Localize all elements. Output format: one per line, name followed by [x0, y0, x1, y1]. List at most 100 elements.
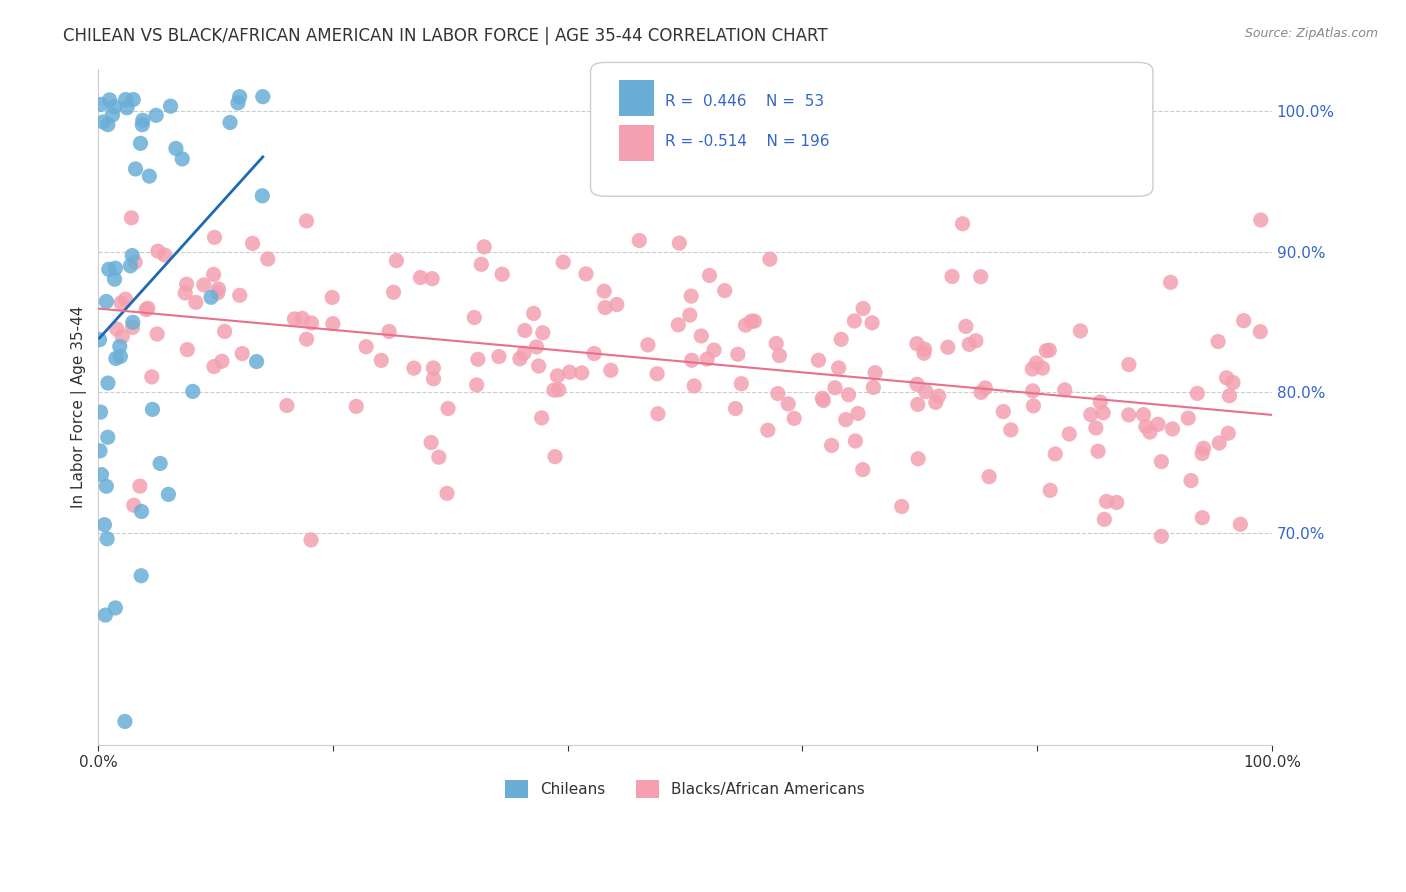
- Point: [571, 366, 593, 380]
- Point: [181, 384, 204, 399]
- Point: [207, 285, 229, 300]
- Point: [759, 252, 782, 267]
- Point: [553, 255, 575, 269]
- Point: [1177, 411, 1199, 425]
- Point: [1090, 395, 1112, 409]
- Point: [124, 255, 146, 269]
- Point: [813, 393, 835, 408]
- Point: [242, 236, 264, 251]
- Point: [136, 301, 159, 315]
- Point: [146, 244, 169, 259]
- Point: [344, 400, 367, 414]
- Point: [513, 346, 536, 360]
- Point: [907, 397, 929, 411]
- Point: [176, 277, 198, 292]
- Point: [104, 600, 127, 615]
- Point: [157, 487, 180, 501]
- Point: [465, 378, 488, 392]
- Point: [420, 271, 443, 285]
- Point: [1150, 529, 1173, 543]
- Point: [97, 430, 120, 444]
- Point: [219, 115, 242, 129]
- Point: [402, 361, 425, 376]
- Point: [299, 533, 322, 547]
- Point: [291, 311, 314, 326]
- Point: [645, 367, 668, 381]
- Point: [174, 285, 197, 300]
- Point: [165, 141, 187, 155]
- Point: [860, 316, 883, 330]
- Point: [110, 350, 132, 364]
- Point: [229, 288, 252, 302]
- Point: [488, 350, 510, 364]
- Point: [467, 352, 489, 367]
- Point: [1233, 314, 1256, 328]
- Point: [846, 407, 869, 421]
- Point: [783, 411, 806, 425]
- Point: [527, 359, 550, 373]
- Point: [907, 451, 929, 466]
- Point: [941, 269, 963, 284]
- Point: [1069, 324, 1091, 338]
- Point: [252, 89, 274, 103]
- Point: [593, 301, 616, 315]
- Point: [1218, 426, 1240, 441]
- Point: [1025, 356, 1047, 370]
- Point: [98, 93, 121, 107]
- Point: [666, 318, 689, 332]
- Point: [370, 353, 392, 368]
- Point: [472, 240, 495, 254]
- Point: [957, 337, 980, 351]
- Point: [1229, 517, 1251, 532]
- Point: [1092, 512, 1115, 526]
- Point: [914, 342, 936, 356]
- Point: [647, 407, 669, 421]
- Point: [131, 118, 153, 132]
- Point: [863, 366, 886, 380]
- Point: [713, 284, 735, 298]
- Point: [952, 217, 974, 231]
- Point: [830, 332, 852, 346]
- Point: [96, 294, 118, 309]
- Point: [89, 443, 111, 458]
- Point: [852, 462, 875, 476]
- Point: [245, 354, 267, 368]
- Point: [827, 360, 849, 375]
- Point: [129, 568, 152, 582]
- Point: [558, 365, 581, 379]
- Point: [509, 351, 531, 366]
- Point: [176, 343, 198, 357]
- Point: [835, 412, 858, 426]
- Point: [730, 376, 752, 391]
- Point: [202, 268, 225, 282]
- Point: [1191, 446, 1213, 460]
- Point: [1031, 361, 1053, 376]
- Point: [583, 346, 606, 360]
- Point: [546, 368, 568, 383]
- Point: [172, 152, 194, 166]
- Point: [1118, 358, 1140, 372]
- Point: [547, 383, 569, 397]
- Point: [1215, 371, 1237, 385]
- Point: [606, 297, 628, 311]
- Point: [153, 248, 176, 262]
- Point: [1021, 362, 1043, 376]
- Point: [354, 340, 377, 354]
- Point: [1180, 474, 1202, 488]
- Point: [120, 259, 142, 273]
- Point: [820, 438, 842, 452]
- Point: [105, 322, 128, 336]
- Point: [382, 285, 405, 300]
- Point: [862, 380, 884, 394]
- Point: [470, 257, 492, 271]
- Point: [427, 450, 450, 465]
- Point: [1045, 447, 1067, 461]
- Point: [844, 314, 866, 328]
- Point: [145, 108, 167, 122]
- Point: [1187, 386, 1209, 401]
- Point: [1095, 494, 1118, 508]
- Point: [768, 349, 790, 363]
- Point: [121, 320, 143, 334]
- Point: [965, 334, 987, 348]
- Point: [94, 608, 117, 623]
